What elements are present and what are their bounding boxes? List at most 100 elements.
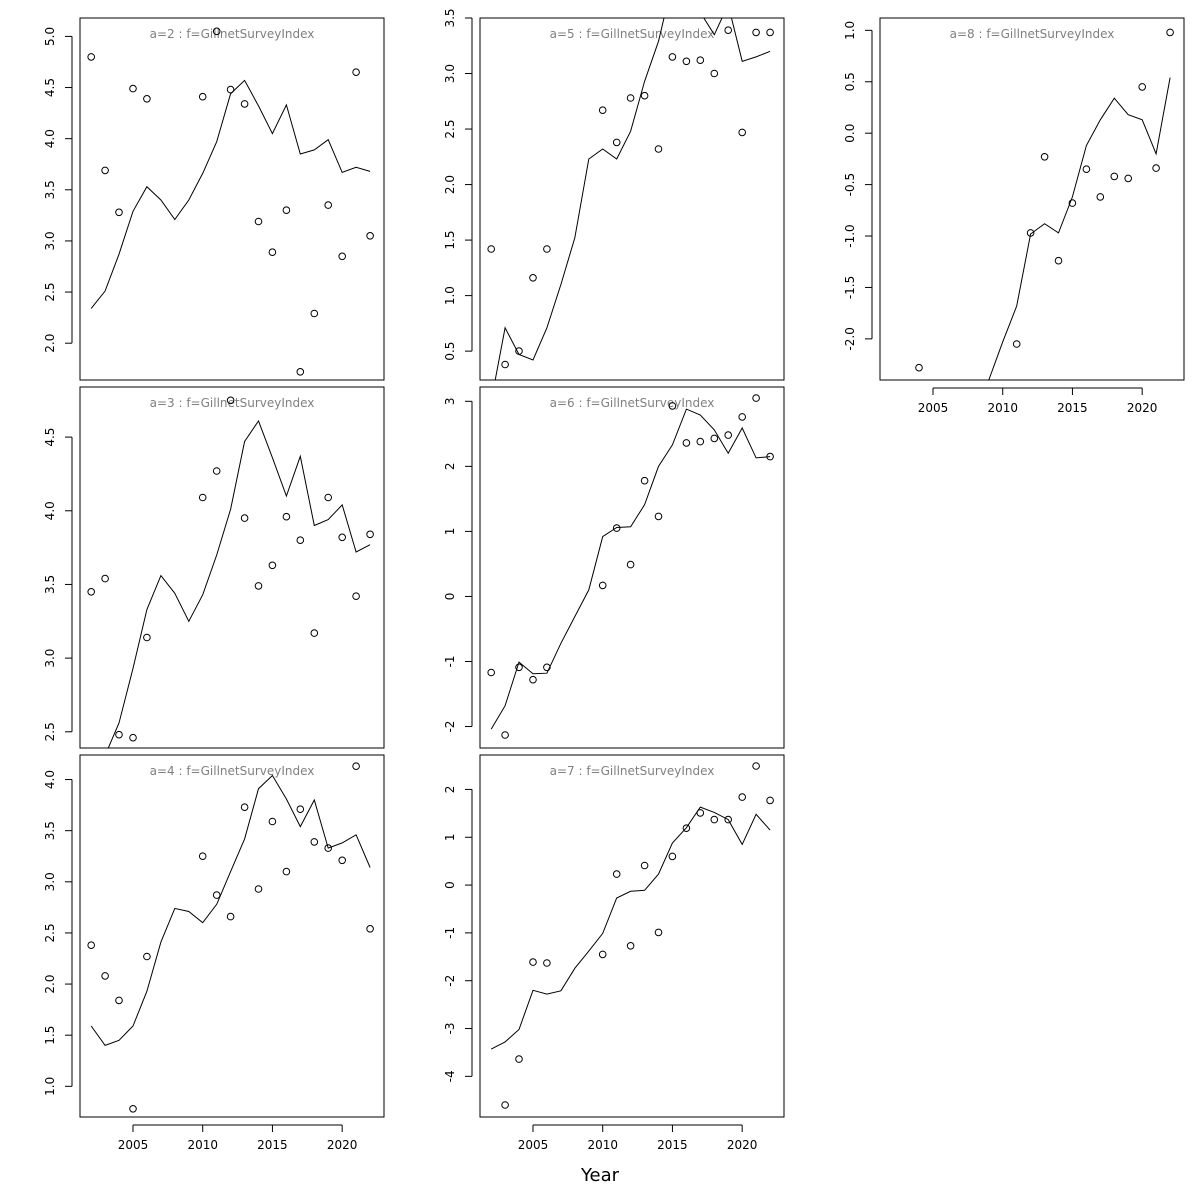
y-tick-label: 0.0 xyxy=(843,124,857,143)
y-tick-label: 0 xyxy=(443,593,457,601)
observation-point xyxy=(612,524,621,532)
observation-point xyxy=(352,762,360,771)
observation-point xyxy=(1040,153,1049,161)
observation-point xyxy=(226,912,235,921)
observation-point xyxy=(668,852,677,861)
observation-point xyxy=(487,668,496,677)
y-tick-label: 3.0 xyxy=(443,64,457,83)
observation-point xyxy=(724,431,733,439)
observation-point xyxy=(296,536,305,545)
y-tick-label: 2.0 xyxy=(43,975,57,994)
panel-title: a=4 : f=GillnetSurveyIndex xyxy=(150,764,315,778)
observation-point xyxy=(366,925,374,933)
observation-point xyxy=(696,809,705,817)
observation-point xyxy=(310,309,319,318)
observation-point xyxy=(254,885,263,893)
y-tick-label: 4.0 xyxy=(43,770,57,789)
observation-point xyxy=(1082,165,1091,173)
y-tick-label: 2 xyxy=(443,786,457,794)
observation-point xyxy=(254,217,263,226)
panel-5: a=7 : f=GillnetSurveyIndex -4 -3 -2 -1 0 1 2 200… xyxy=(443,754,785,1152)
observation-point xyxy=(515,347,523,355)
observation-point xyxy=(366,232,374,240)
observation-point xyxy=(598,950,607,959)
observation-point xyxy=(766,452,774,461)
y-tick-label: 1.0 xyxy=(43,1077,57,1096)
observation-point xyxy=(310,838,319,846)
observation-point xyxy=(129,1105,137,1113)
fitted-line xyxy=(107,419,371,748)
observation-point xyxy=(724,815,733,824)
observation-point xyxy=(752,762,760,770)
observation-point xyxy=(352,592,360,601)
y-tick-label: 3.5 xyxy=(43,180,57,199)
observation-point xyxy=(668,53,677,61)
observation-point xyxy=(240,100,249,108)
fitted-line xyxy=(494,18,771,380)
observation-point xyxy=(101,166,109,175)
y-tick-label: 1 xyxy=(443,833,457,841)
observation-point xyxy=(766,796,774,805)
observation-point xyxy=(696,437,705,446)
observation-point xyxy=(1124,174,1132,183)
observation-point xyxy=(240,803,249,812)
observation-point xyxy=(129,84,137,93)
observation-point xyxy=(752,28,760,37)
observation-point xyxy=(1026,229,1035,237)
observation-point xyxy=(87,53,95,61)
observation-point xyxy=(529,675,537,684)
observation-point xyxy=(1110,172,1119,181)
fitted-line xyxy=(490,806,771,1050)
y-tick-label: 4.5 xyxy=(43,78,57,97)
observation-point xyxy=(115,730,123,739)
panel-title: a=5 : f=GillnetSurveyIndex xyxy=(550,27,715,41)
observation-point xyxy=(515,663,523,672)
y-tick-label: -2 xyxy=(443,975,457,987)
observation-point xyxy=(598,581,607,590)
fitted-line xyxy=(988,77,1171,380)
observation-point xyxy=(338,252,347,261)
plot-frame xyxy=(79,754,385,1118)
y-tick-label: 2.0 xyxy=(443,175,457,194)
observation-point xyxy=(654,928,663,937)
observation-point xyxy=(501,1101,509,1109)
x-tick-label: 2010 xyxy=(587,1138,618,1152)
x-tick-label: 2020 xyxy=(327,1138,358,1152)
observation-point xyxy=(143,952,151,961)
observation-point xyxy=(87,941,95,950)
panel-3: a=5 : f=GillnetSurveyIndex 0.5 1.0 1.5 2.0 2.… xyxy=(443,8,785,381)
y-tick-label: 5.0 xyxy=(43,27,57,46)
observation-point xyxy=(654,145,663,153)
observation-point xyxy=(268,561,277,570)
y-tick-label: -1.5 xyxy=(843,276,857,299)
observation-point xyxy=(115,996,123,1005)
observation-point xyxy=(366,530,374,539)
y-tick-label: -1 xyxy=(443,656,457,668)
y-tick-label: -4 xyxy=(443,1070,457,1082)
x-tick-label: 2010 xyxy=(987,401,1018,415)
observation-point xyxy=(515,1055,523,1063)
observation-point xyxy=(1054,256,1063,265)
observation-point xyxy=(268,248,277,256)
observation-point xyxy=(1096,193,1105,201)
observation-point xyxy=(268,817,277,826)
x-tick-label: 2015 xyxy=(657,1138,688,1152)
x-tick-label: 2005 xyxy=(118,1138,149,1152)
y-tick-label: 3.5 xyxy=(43,575,57,594)
y-tick-label: -1 xyxy=(443,927,457,939)
plot-data xyxy=(87,27,374,376)
observation-point xyxy=(240,514,249,522)
y-tick-label: 4.0 xyxy=(43,501,57,520)
observation-point xyxy=(529,274,537,282)
observation-point xyxy=(101,972,109,980)
plot-data xyxy=(487,394,774,739)
y-tick-label: 2.0 xyxy=(43,334,57,353)
observation-point xyxy=(282,867,291,876)
observation-point xyxy=(310,629,319,637)
x-tick-label: 2015 xyxy=(257,1138,288,1152)
y-tick-label: 0.5 xyxy=(443,342,457,361)
y-tick-label: 1.5 xyxy=(443,231,457,250)
observation-point xyxy=(501,360,509,369)
figure-x-axis-label: Year xyxy=(580,1165,620,1186)
